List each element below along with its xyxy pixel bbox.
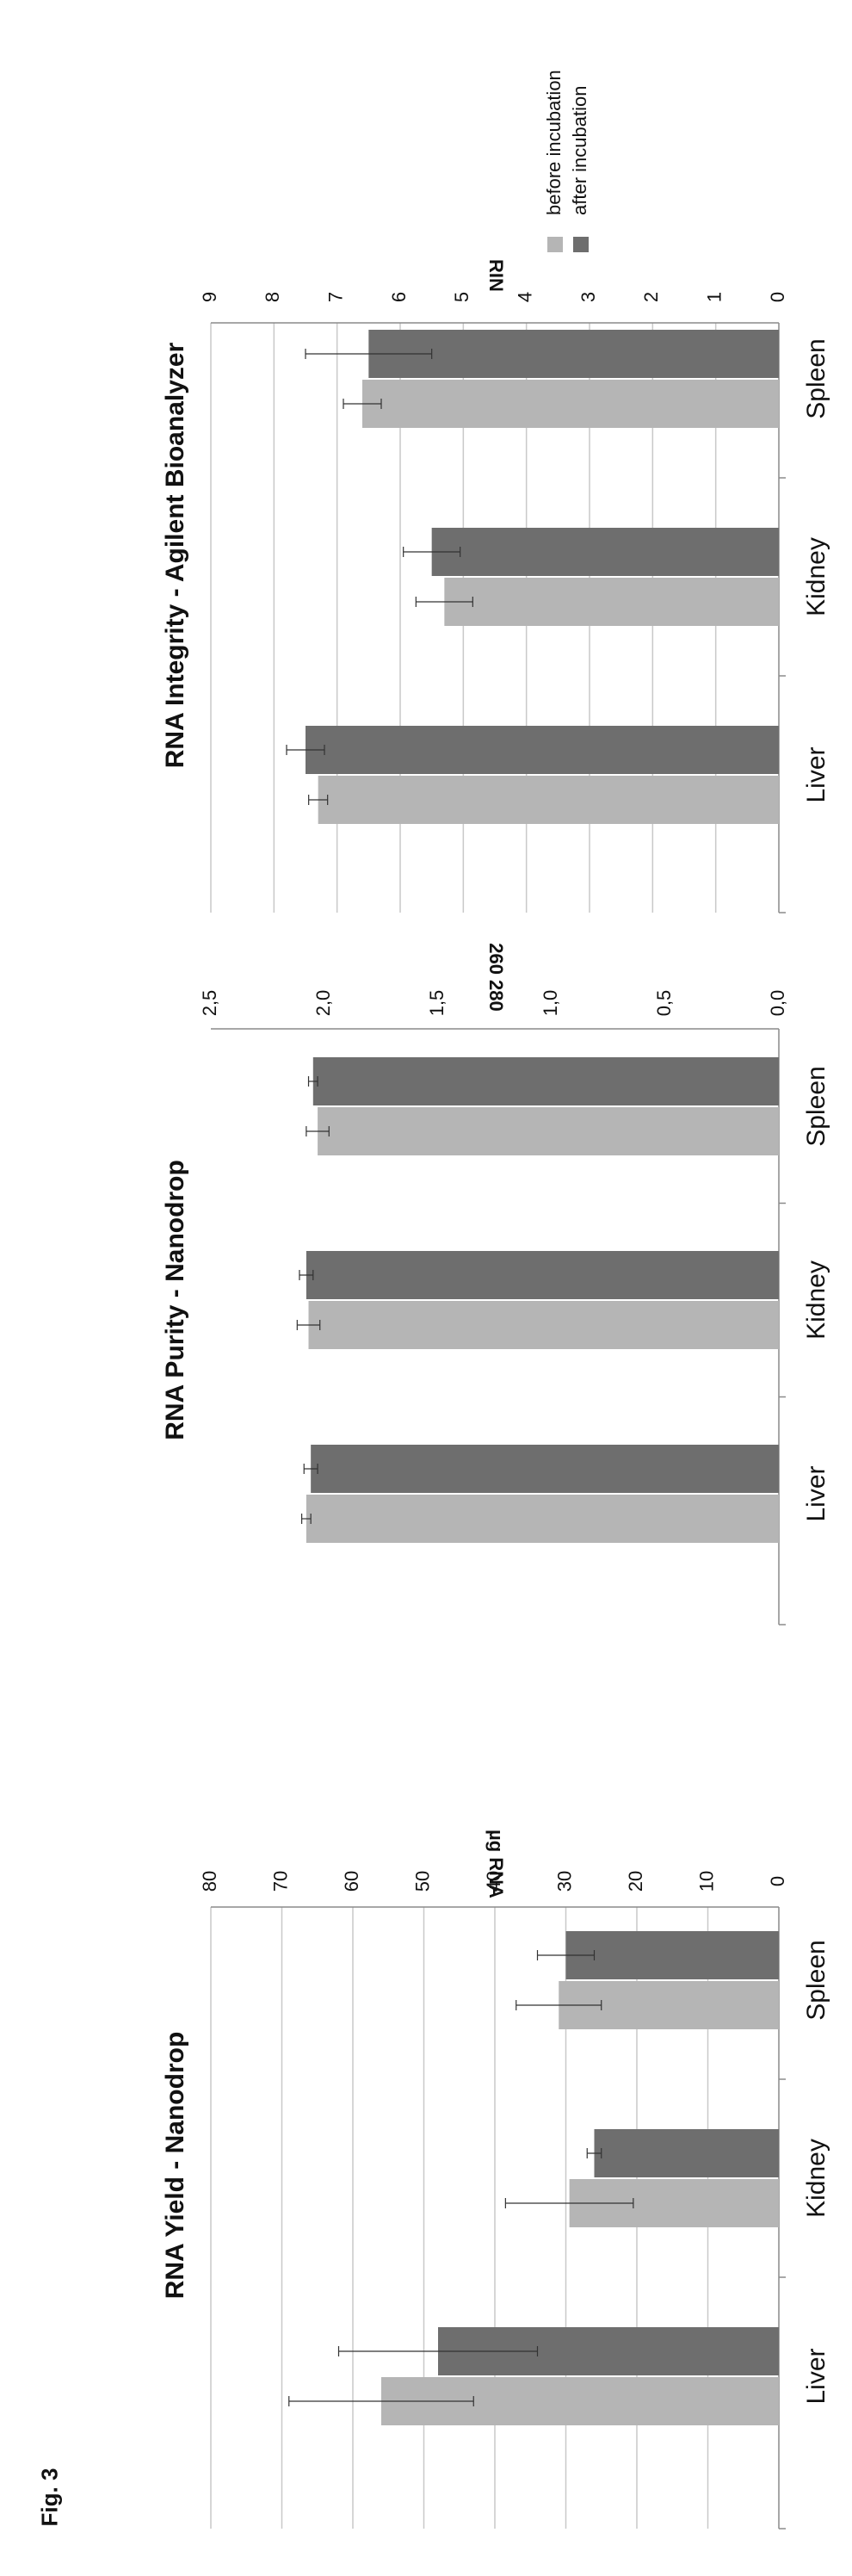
category-label: Liver — [802, 1465, 830, 1521]
category-label: Liver — [802, 746, 830, 802]
category-label: Kidney — [802, 1260, 830, 1340]
category-label: Spleen — [802, 338, 830, 418]
y-tick-label: 8 — [262, 292, 283, 302]
legend-swatch-after — [573, 237, 589, 252]
y-tick-label: 1,0 — [540, 990, 561, 1017]
bar-before-incubation — [306, 1495, 779, 1543]
y-tick-label: 20 — [625, 1871, 646, 1892]
bar-after-incubation — [311, 1445, 779, 1493]
y-tick-label: 7 — [324, 292, 346, 302]
y-tick-label: 10 — [695, 1871, 717, 1892]
y-tick-label: 0,0 — [767, 990, 788, 1017]
chart-title: RNA Purity - Nanodrop — [161, 1160, 189, 1440]
y-tick-label: 80 — [199, 1871, 220, 1892]
bar-before-incubation — [318, 776, 780, 824]
bar-after-incubation — [368, 330, 779, 378]
y-tick-label: 60 — [341, 1871, 362, 1892]
y-tick-label: 4 — [514, 292, 535, 302]
category-label: Spleen — [802, 1940, 830, 2020]
y-tick-label: 50 — [411, 1871, 433, 1892]
bar-after-incubation — [565, 1931, 779, 1979]
y-tick-label: 30 — [553, 1871, 575, 1892]
bar-before-incubation — [308, 1301, 779, 1349]
bar-before-incubation — [362, 380, 779, 428]
y-tick-label: 70 — [269, 1871, 291, 1892]
bar-before-incubation — [444, 578, 779, 626]
y-tick-label: 2 — [640, 292, 662, 302]
legend-swatch-before — [547, 237, 563, 252]
y-tick-label: 3 — [577, 292, 599, 302]
bar-after-incubation — [312, 1057, 779, 1105]
y-axis-label: µg RNA — [485, 1830, 507, 1898]
legend-label-after: after incubation — [569, 86, 590, 215]
y-tick-label: 9 — [199, 292, 220, 302]
y-tick-label: 2,5 — [199, 990, 220, 1017]
figure-label: Fig. 3 — [36, 2468, 63, 2527]
legend-label-before: before incubation — [543, 70, 565, 215]
y-tick-label: 40 — [483, 1871, 504, 1892]
y-axis-label: 260 280 — [485, 943, 507, 1012]
bar-after-incubation — [306, 1251, 779, 1299]
y-tick-label: 0 — [767, 292, 788, 302]
y-axis-label: RIN — [485, 259, 507, 292]
y-tick-label: 0 — [767, 1876, 788, 1886]
category-label: Liver — [802, 2348, 830, 2404]
category-label: Kidney — [802, 2139, 830, 2218]
chart-title: RNA Integrity - Agilent Bioanalyzer — [161, 342, 189, 768]
bar-after-incubation — [306, 726, 779, 774]
y-tick-label: 1,5 — [426, 990, 448, 1017]
y-tick-label: 5 — [451, 292, 472, 302]
y-tick-label: 0,5 — [653, 990, 675, 1017]
y-tick-label: 2,0 — [312, 990, 334, 1017]
bar-after-incubation — [594, 2129, 779, 2177]
category-label: Kidney — [802, 537, 830, 616]
bar-before-incubation — [318, 1107, 780, 1155]
chart-title: RNA Yield - Nanodrop — [161, 2032, 189, 2300]
bar-after-incubation — [431, 528, 779, 576]
y-tick-label: 6 — [388, 292, 410, 302]
y-tick-label: 1 — [703, 292, 725, 302]
category-label: Spleen — [802, 1066, 830, 1146]
